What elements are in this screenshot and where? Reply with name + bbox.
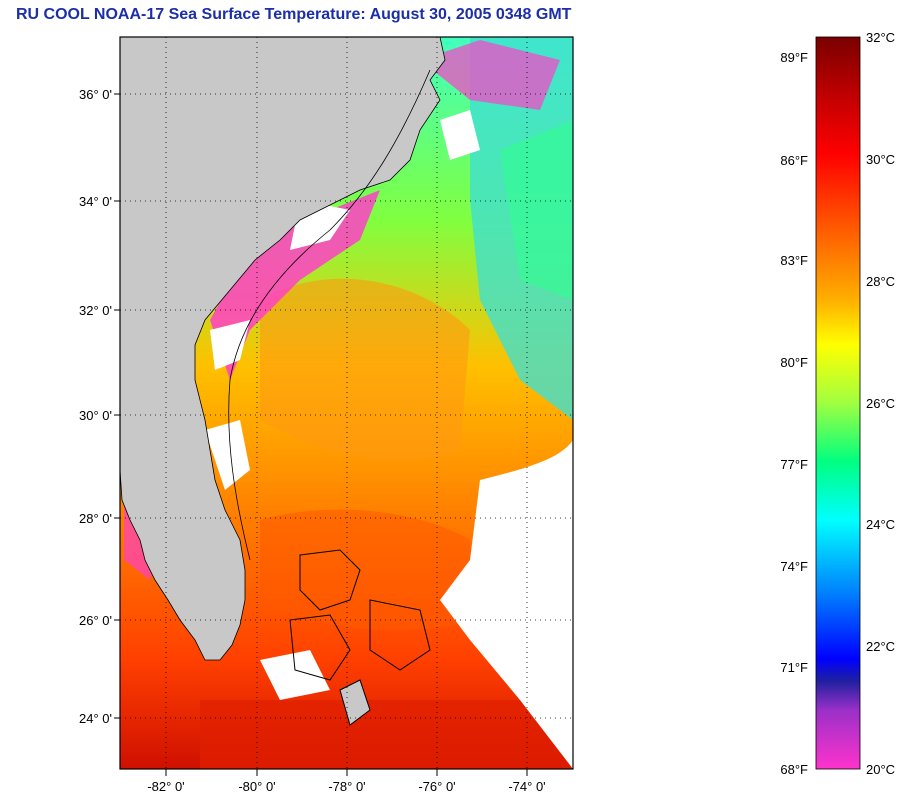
map-panel xyxy=(120,37,573,769)
longitude-labels: -82° 0' -80° 0' -78° 0' -76° 0' -74° 0' xyxy=(147,779,545,794)
no-data-region xyxy=(440,440,573,769)
lat-label: 30° 0' xyxy=(79,408,112,423)
lat-label: 32° 0' xyxy=(79,303,112,318)
lat-label: 24° 0' xyxy=(79,711,112,726)
map-frame xyxy=(119,36,574,770)
warm-water-band xyxy=(260,278,470,460)
colorbar-c-label: 30°C xyxy=(866,152,895,167)
colorbar-c-label: 24°C xyxy=(866,517,895,532)
warm-water-band xyxy=(260,509,480,631)
colorbar-f-label: 80°F xyxy=(780,355,808,370)
land-mass xyxy=(120,37,446,661)
lon-label: -78° 0' xyxy=(328,779,365,794)
colorbar-f-label: 71°F xyxy=(780,660,808,675)
colorbar-c-label: 20°C xyxy=(866,762,895,777)
map-grid xyxy=(114,37,573,776)
no-data-region xyxy=(210,320,250,370)
colorbar-scale xyxy=(815,36,861,770)
lon-label: -74° 0' xyxy=(508,779,545,794)
no-data-region xyxy=(440,110,480,160)
bahamas-bank-outline xyxy=(289,614,351,681)
no-data-region xyxy=(260,650,330,700)
colorbar-c-label: 26°C xyxy=(866,396,895,411)
colorbar-f-label: 86°F xyxy=(780,153,808,168)
lon-label: -76° 0' xyxy=(418,779,455,794)
lat-label: 34° 0' xyxy=(79,194,112,209)
lat-label: 26° 0' xyxy=(79,613,112,628)
island xyxy=(339,679,371,726)
cool-water-patch xyxy=(500,120,573,300)
colorbar-c-label: 28°C xyxy=(866,274,895,289)
lon-label: -80° 0' xyxy=(238,779,275,794)
map-title: RU COOL NOAA-17 Sea Surface Temperature:… xyxy=(16,6,572,23)
cold-edge-patch xyxy=(420,40,560,110)
colorbar-f-label: 74°F xyxy=(780,559,808,574)
warm-water-band xyxy=(200,700,573,769)
latitude-labels: 36° 0' 34° 0' 32° 0' 30° 0' 28° 0' 26° 0… xyxy=(79,87,112,726)
colorbar-c-label: 32°C xyxy=(866,30,895,45)
no-data-region xyxy=(205,420,250,490)
colorbar-f-label: 77°F xyxy=(780,457,808,472)
bahamas-bank-outline xyxy=(369,599,431,671)
depth-contour xyxy=(228,69,431,561)
lon-label: -82° 0' xyxy=(147,779,184,794)
colorbar-f-label: 89°F xyxy=(780,50,808,65)
colorbar-f-label: 68°F xyxy=(780,762,808,777)
colorbar: 89°F 86°F 83°F 80°F 77°F 74°F 71°F 68°F … xyxy=(780,30,895,777)
colorbar-f-label: 83°F xyxy=(780,253,808,268)
bahamas-bank-outline xyxy=(299,549,361,611)
colorbar-c-label: 22°C xyxy=(866,639,895,654)
lat-label: 36° 0' xyxy=(79,87,112,102)
cold-edge-patch xyxy=(210,190,380,380)
lat-label: 28° 0' xyxy=(79,511,112,526)
